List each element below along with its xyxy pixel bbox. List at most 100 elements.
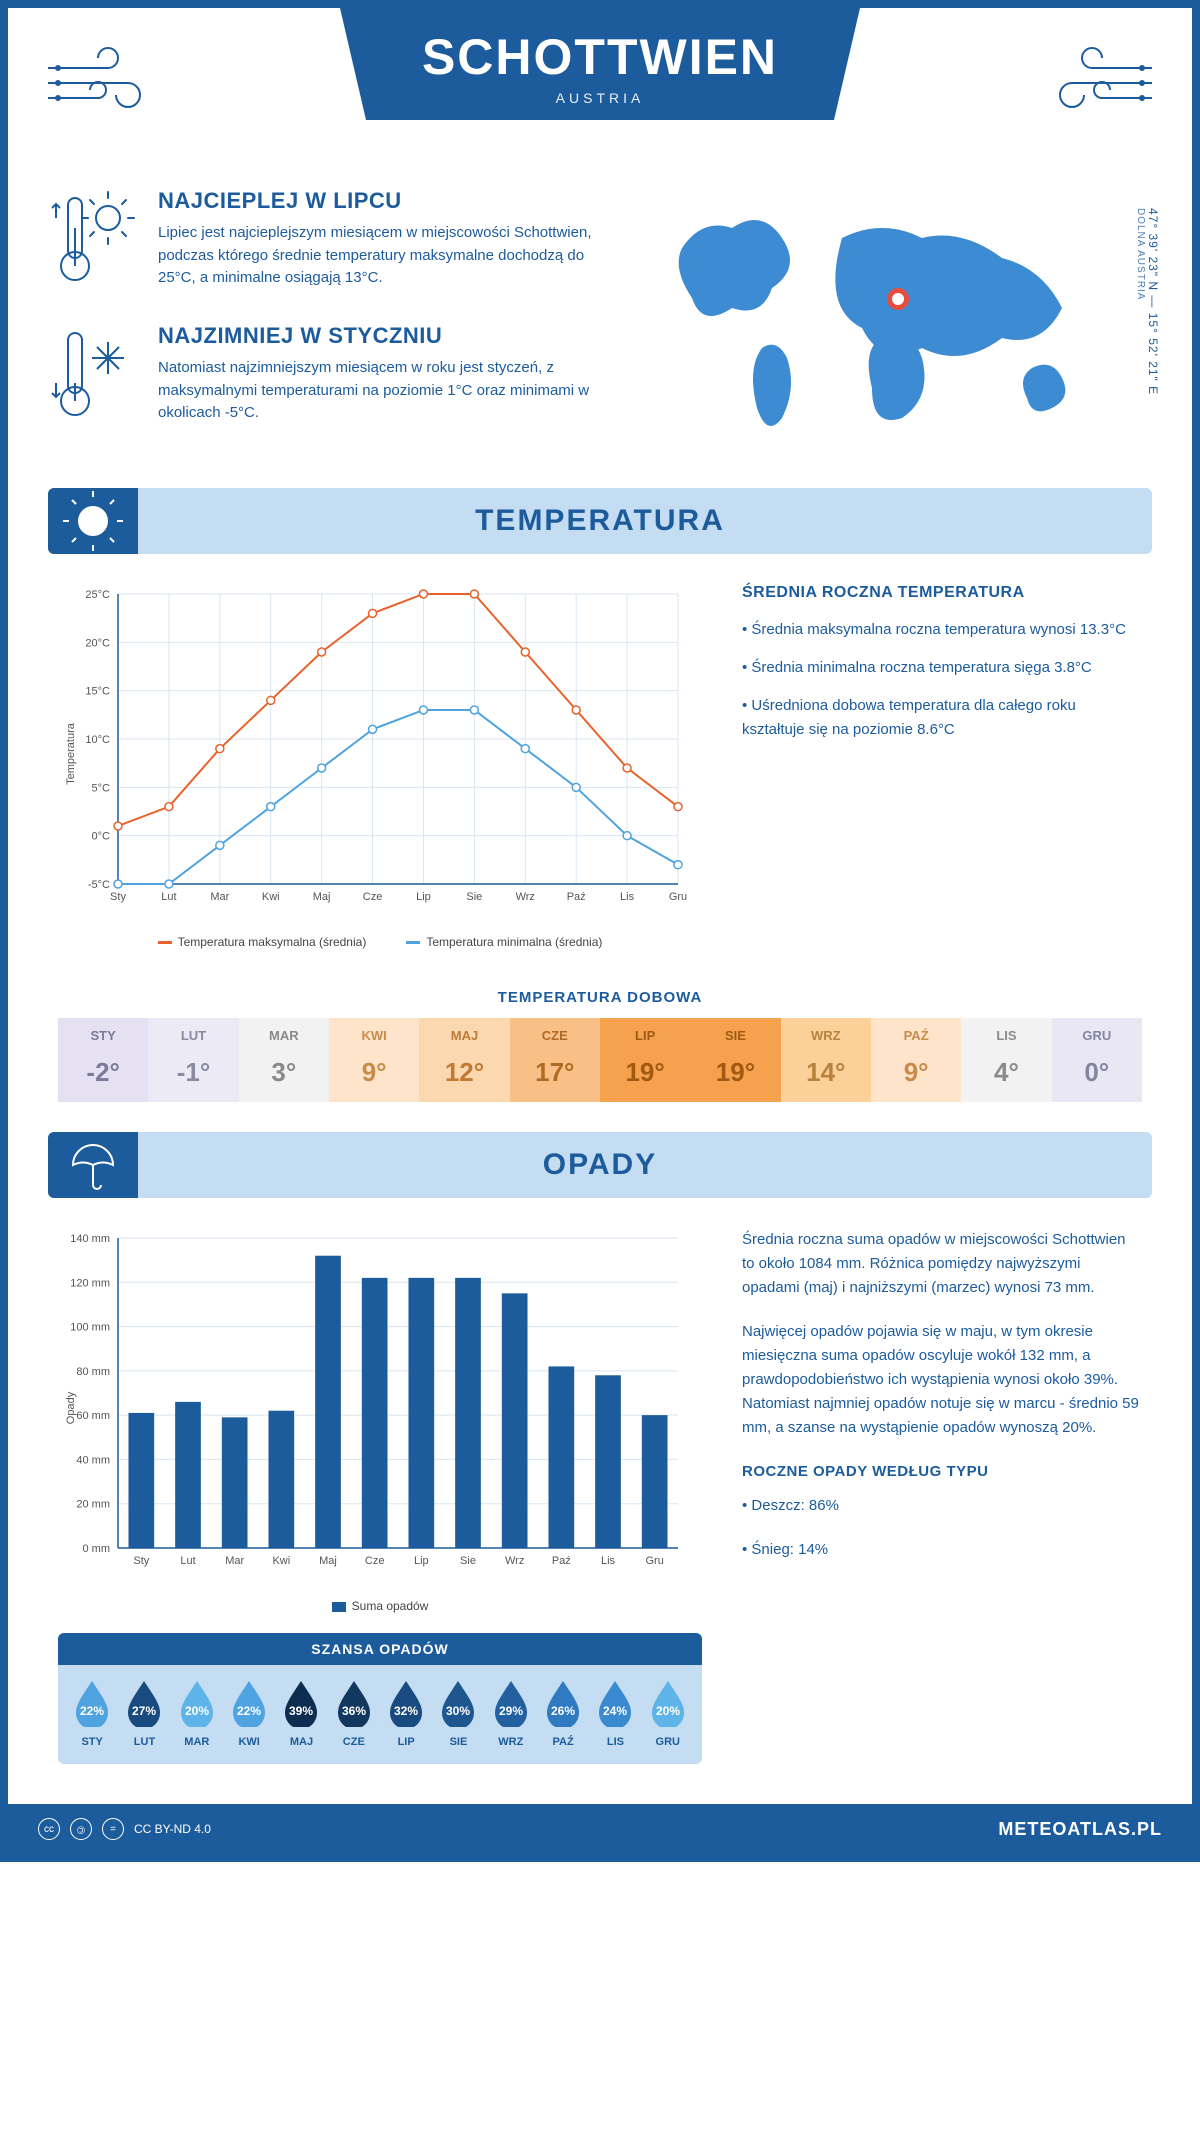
precip-text-column: Średnia roczna suma opadów w miejscowośc… (742, 1228, 1142, 1764)
svg-text:Paź: Paź (552, 1555, 571, 1567)
thermometer-snow-icon (48, 323, 138, 428)
legend-min: Temperatura minimalna (średnia) (406, 935, 602, 949)
by-icon: 🄯 (70, 1818, 92, 1840)
svg-text:Temperatura: Temperatura (65, 722, 77, 785)
svg-text:-5°C: -5°C (88, 879, 110, 891)
fact-hot-title: NAJCIEPLEJ W LIPCU (158, 188, 602, 214)
daily-cell: STY-2° (58, 1018, 148, 1102)
svg-text:Gru: Gru (669, 891, 687, 903)
svg-text:36%: 36% (342, 1704, 366, 1718)
precip-legend: Suma opadów (58, 1599, 702, 1613)
daily-cell: LIS4° (961, 1018, 1051, 1102)
chance-drop: 26%PAŹ (537, 1677, 589, 1748)
coord-region: DOLNA AUSTRIA (1135, 208, 1146, 395)
header: SCHOTTWIEN AUSTRIA (8, 8, 1192, 168)
svg-text:Lut: Lut (161, 891, 176, 903)
svg-text:24%: 24% (603, 1704, 627, 1718)
fact-cold-text: Natomiast najzimniejszym miesiącem w rok… (158, 357, 602, 425)
daily-temp-strip: STY-2°LUT-1°MAR3°KWI9°MAJ12°CZE17°LIP19°… (58, 1018, 1142, 1102)
chance-drop: 22%KWI (223, 1677, 275, 1748)
svg-text:Gru: Gru (645, 1555, 663, 1567)
wind-icon-left (38, 38, 158, 123)
footer-site: METEOATLAS.PL (998, 1819, 1162, 1840)
svg-text:Cze: Cze (363, 891, 383, 903)
world-map-icon (632, 188, 1152, 453)
page: SCHOTTWIEN AUSTRIA NAJCIEPLEJ W LIPCU Li… (0, 0, 1200, 1862)
svg-text:Mar: Mar (210, 891, 229, 903)
coord-lon: 15° 52' 21" E (1146, 313, 1160, 395)
chance-title: SZANSA OPADÓW (58, 1633, 702, 1665)
precip-para-2: Najwięcej opadów pojawia się w maju, w t… (742, 1320, 1142, 1440)
daily-cell: MAR3° (239, 1018, 329, 1102)
daily-cell: CZE17° (510, 1018, 600, 1102)
svg-text:Maj: Maj (319, 1555, 337, 1567)
svg-text:Mar: Mar (225, 1555, 244, 1567)
location-marker-icon (887, 288, 909, 310)
svg-text:Maj: Maj (313, 891, 331, 903)
svg-text:0 mm: 0 mm (83, 1543, 111, 1555)
svg-text:Sie: Sie (460, 1555, 476, 1567)
precip-heading: OPADY (48, 1148, 1152, 1182)
sun-icon (48, 488, 138, 554)
temp-stat-2: • Uśredniona dobowa temperatura dla całe… (742, 694, 1142, 742)
svg-text:5°C: 5°C (92, 782, 111, 794)
svg-text:22%: 22% (80, 1704, 104, 1718)
svg-text:Cze: Cze (365, 1555, 385, 1567)
precip-snow: • Śnieg: 14% (742, 1538, 1142, 1562)
chance-drop: 39%MAJ (275, 1677, 327, 1748)
svg-text:25°C: 25°C (85, 589, 110, 601)
chance-drop: 30%SIE (432, 1677, 484, 1748)
temp-stats-title: ŚREDNIA ROCZNA TEMPERATURA (742, 584, 1142, 602)
precip-block: 0 mm20 mm40 mm60 mm80 mm100 mm120 mm140 … (8, 1198, 1192, 1784)
svg-text:Lis: Lis (601, 1555, 616, 1567)
svg-text:20°C: 20°C (85, 637, 110, 649)
svg-text:Wrz: Wrz (516, 891, 535, 903)
daily-cell: LIP19° (600, 1018, 690, 1102)
nd-icon: = (102, 1818, 124, 1840)
legend-max: Temperatura maksymalna (średnia) (158, 935, 367, 949)
svg-text:Sie: Sie (466, 891, 482, 903)
svg-text:40 mm: 40 mm (76, 1454, 110, 1466)
svg-text:140 mm: 140 mm (70, 1233, 110, 1245)
svg-text:29%: 29% (499, 1704, 523, 1718)
thermometer-sun-icon (48, 188, 138, 293)
chance-drop: 22%STY (66, 1677, 118, 1748)
temp-stat-1: • Średnia minimalna roczna temperatura s… (742, 656, 1142, 680)
svg-text:Lut: Lut (180, 1555, 195, 1567)
daily-cell: KWI9° (329, 1018, 419, 1102)
daily-cell: PAŹ9° (871, 1018, 961, 1102)
daily-cell: LUT-1° (148, 1018, 238, 1102)
svg-text:10°C: 10°C (85, 734, 110, 746)
precip-para-1: Średnia roczna suma opadów w miejscowośc… (742, 1228, 1142, 1300)
coord-lat: 47° 39' 23" N (1146, 208, 1160, 291)
daily-temp-title: TEMPERATURA DOBOWA (8, 989, 1192, 1006)
svg-text:Kwi: Kwi (272, 1555, 290, 1567)
temperature-stats: ŚREDNIA ROCZNA TEMPERATURA • Średnia mak… (742, 584, 1142, 949)
daily-cell: WRZ14° (781, 1018, 871, 1102)
svg-text:Lip: Lip (414, 1555, 429, 1567)
svg-text:30%: 30% (446, 1704, 470, 1718)
fact-hot-text: Lipiec jest najcieplejszym miesiącem w m… (158, 222, 602, 290)
temperature-heading: TEMPERATURA (48, 504, 1152, 538)
precip-chance-box: SZANSA OPADÓW 22%STY27%LUT20%MAR22%KWI39… (58, 1633, 702, 1764)
svg-text:60 mm: 60 mm (76, 1410, 110, 1422)
svg-text:32%: 32% (394, 1704, 418, 1718)
chance-drop: 36%CZE (328, 1677, 380, 1748)
page-title: SCHOTTWIEN (400, 28, 800, 86)
precip-type-title: ROCZNE OPADY WEDŁUG TYPU (742, 1460, 1142, 1484)
svg-text:Lip: Lip (416, 891, 431, 903)
precip-chart-column: 0 mm20 mm40 mm60 mm80 mm100 mm120 mm140 … (58, 1228, 702, 1764)
svg-text:39%: 39% (289, 1704, 313, 1718)
svg-text:Kwi: Kwi (262, 891, 280, 903)
chance-drop: 20%MAR (171, 1677, 223, 1748)
world-map-area: 47° 39' 23" N — 15° 52' 21" E DOLNA AUST… (632, 188, 1152, 458)
footer: cc 🄯 = CC BY-ND 4.0 METEOATLAS.PL (8, 1804, 1192, 1854)
svg-text:0°C: 0°C (92, 831, 111, 843)
precip-rain: • Deszcz: 86% (742, 1494, 1142, 1518)
svg-text:Paź: Paź (567, 891, 586, 903)
fact-hot-body: NAJCIEPLEJ W LIPCU Lipiec jest najcieple… (158, 188, 602, 293)
svg-text:100 mm: 100 mm (70, 1322, 110, 1334)
svg-text:Lis: Lis (620, 891, 635, 903)
footer-license: cc 🄯 = CC BY-ND 4.0 (38, 1818, 211, 1840)
temperature-block: -5°C0°C5°C10°C15°C20°C25°CStyLutMarKwiMa… (8, 554, 1192, 979)
